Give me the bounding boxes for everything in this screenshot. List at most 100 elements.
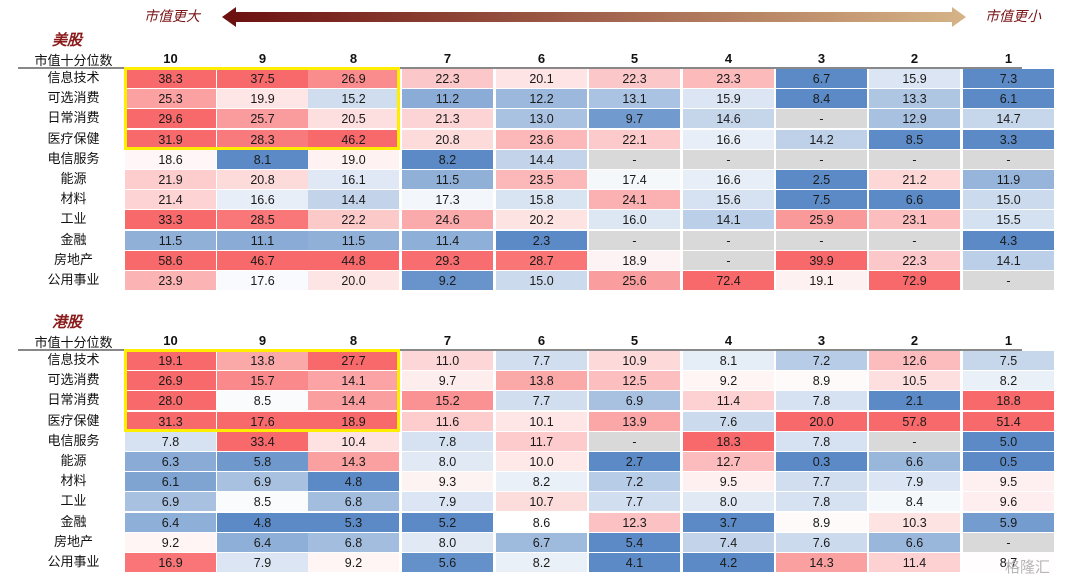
heatmap-cell: 7.6: [776, 532, 867, 552]
heatmap-cell: 7.7: [496, 391, 587, 411]
heatmap-cell: 7.9: [869, 472, 960, 492]
sector-label: 公用事业: [47, 555, 100, 570]
table-row: 工业 6.9 8.5 6.8 7.9 10.7 7.7 8.0 7.8 8.4 9.6: [0, 492, 1080, 512]
column-header-decile: 6: [537, 333, 546, 348]
header-divider: [18, 349, 1022, 351]
heatmap-cell: 8.0: [402, 452, 493, 471]
heatmap-cell: 31.9: [125, 129, 216, 149]
sector-label: 房地产: [53, 534, 93, 550]
heatmap-cell: -: [589, 149, 680, 169]
column-header-decile: 5: [630, 51, 639, 66]
heatmap-cell: -: [776, 230, 867, 250]
heatmap-cell: 12.2: [496, 89, 587, 109]
heatmap-cell: 7.3: [963, 69, 1054, 88]
heatmap-cell: 11.9: [963, 170, 1054, 189]
heatmap-cell: 2.3: [496, 230, 587, 250]
table-row: 材料 6.1 6.9 4.8 9.3 8.2 7.2 9.5 7.7 7.9 9.5: [0, 472, 1080, 492]
column-header-decile: 6: [537, 51, 546, 66]
heatmap-cell: 16.1: [308, 170, 399, 189]
heatmap-cell: 7.5: [963, 351, 1054, 370]
heatmap-cell: 57.8: [869, 411, 960, 431]
heatmap-cell: 15.9: [869, 69, 960, 88]
table-row: 电信服务 7.8 33.4 10.4 7.8 11.7-18.3 7.8-5.0: [0, 431, 1080, 452]
heatmap-cell: 20.2: [496, 210, 587, 230]
heatmap-cell: 5.4: [589, 532, 680, 552]
heatmap-cell: 11.0: [402, 351, 493, 370]
heatmap-cell: 33.4: [217, 431, 308, 451]
heatmap-cell: 9.2: [125, 532, 216, 552]
sector-label: 医疗保健: [47, 131, 100, 147]
column-header-decile: 8: [349, 51, 358, 66]
heatmap-cell: 14.3: [776, 553, 867, 572]
heatmap-cell: 17.6: [217, 411, 308, 431]
heatmap-cell: 18.9: [589, 250, 680, 270]
heatmap-cell: 9.3: [402, 472, 493, 492]
section-title: 港股: [52, 313, 83, 331]
heatmap-cell: 20.8: [217, 170, 308, 189]
heatmap-cell: 6.1: [963, 89, 1054, 109]
sector-label: 材料: [60, 192, 87, 208]
heatmap-cell: -: [869, 431, 960, 451]
heatmap-cell: 14.2: [776, 129, 867, 149]
heatmap-cell: 8.9: [776, 371, 867, 391]
table-row: 公用事业 23.9 17.6 20.0 9.2 15.0 25.6 72.4 19.1 72.9-: [0, 271, 1080, 291]
heatmap-cell: 15.7: [217, 371, 308, 391]
table-row: 医疗保健 31.9 28.3 46.2 20.8 23.6 22.1 16.6 14.2 8.5 3…: [0, 129, 1080, 150]
heatmap-cell: 28.3: [217, 129, 308, 149]
sector-label: 日常消费: [47, 393, 100, 409]
sector-label: 公用事业: [47, 273, 100, 288]
heatmap-cell: 12.7: [683, 452, 774, 471]
table-row: 日常消费 29.6 25.7 20.5 21.3 13.0 9.7 14.6-12.9 14.7: [0, 109, 1080, 129]
heatmap-cell: 7.9: [217, 553, 308, 572]
heatmap-cell: 8.2: [402, 149, 493, 169]
heatmap-cell: 6.4: [217, 532, 308, 552]
heatmap-cell: 15.2: [402, 391, 493, 411]
heatmap-cell: 5.6: [402, 553, 493, 572]
table-row: 信息技术 38.3 37.5 26.9 22.3 20.1 22.3 23.3 6.7 15.9 7…: [0, 69, 1080, 89]
heatmap-cell: 13.8: [217, 351, 308, 370]
sector-label: 能源: [60, 454, 87, 469]
heatmap-cell: 6.9: [217, 472, 308, 492]
heatmap-cell: 7.8: [776, 431, 867, 451]
heatmap-cell: 26.9: [125, 371, 216, 391]
sector-label: 材料: [60, 474, 87, 490]
sector-label: 日常消费: [47, 111, 100, 127]
heatmap-cell: 8.5: [869, 129, 960, 149]
heatmap-cell: 6.8: [308, 492, 399, 512]
table-row: 电信服务 18.6 8.1 19.0 8.2 14.4- - - - -: [0, 149, 1080, 170]
heatmap-cell: 14.4: [308, 190, 399, 210]
heatmap-cell: 7.7: [496, 351, 587, 370]
heatmap-cell: 23.1: [869, 210, 960, 230]
sector-label: 电信服务: [47, 151, 100, 167]
heatmap-cell: 2.1: [869, 391, 960, 411]
heatmap-cell: 2.5: [776, 170, 867, 189]
heatmap-cell: 22.3: [589, 69, 680, 88]
heatmap-cell: 10.7: [496, 492, 587, 512]
heatmap-cell: 16.9: [125, 553, 216, 572]
heatmap-cell: -: [963, 271, 1054, 290]
heatmap-cell: 11.5: [402, 170, 493, 189]
row-header-label: 市值十分位数: [34, 54, 113, 69]
heatmap-cell: 9.6: [963, 492, 1054, 512]
heatmap-cell: 25.9: [776, 210, 867, 230]
heatmap-cell: 8.4: [776, 89, 867, 109]
table-row: 医疗保健 31.3 17.6 18.9 11.6 10.1 13.9 7.6 20.0 57.8 5…: [0, 411, 1080, 432]
heatmap-cell: 6.1: [125, 472, 216, 492]
heatmap-cell: 9.2: [683, 371, 774, 391]
heatmap-cell: 3.3: [963, 129, 1054, 149]
heatmap-cell: 18.9: [308, 411, 399, 431]
heatmap-cell: 14.6: [683, 109, 774, 129]
heatmap-cell: -: [683, 230, 774, 250]
heatmap-cell: 4.2: [683, 553, 774, 572]
heatmap-cell: 14.1: [963, 250, 1054, 270]
larger-cap-label: 市值更大: [144, 9, 200, 25]
sector-label: 可选消费: [47, 91, 100, 107]
heatmap-cell: 11.4: [683, 391, 774, 411]
heatmap-cell: 0.5: [963, 452, 1054, 471]
heatmap-cell: 22.2: [308, 210, 399, 230]
sector-label: 能源: [60, 172, 87, 187]
heatmap-cell: 25.3: [125, 89, 216, 109]
heatmap-cell: 7.9: [402, 492, 493, 512]
heatmap-cell: 33.3: [125, 210, 216, 230]
heatmap-cell: 7.2: [776, 351, 867, 370]
